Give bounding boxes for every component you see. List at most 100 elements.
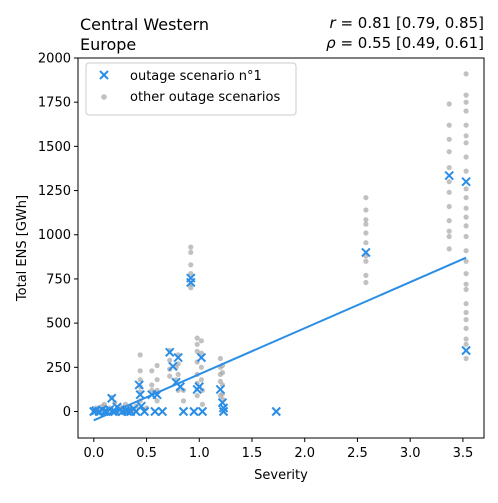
other-scenario-point-107 [463,223,469,229]
outage-scenario-1-point-20 [136,401,146,411]
other-scenario-point-61 [199,401,205,407]
x-tick-label: 0.0 [83,446,104,461]
x-marker-stroke-b [186,273,196,283]
other-scenario-point-43 [188,244,194,250]
outage-scenario-1-point-23 [150,406,160,417]
outage-scenario-1-point-26 [165,347,175,357]
other-scenario-point-59 [198,377,204,383]
other-scenario-point-116 [463,317,469,323]
plot-frame [77,57,485,439]
other-scenario-point-118 [463,336,469,342]
other-scenario-point-91 [446,228,452,234]
spearman-symbol: ρ [326,34,336,52]
x-marker-stroke-b [361,247,371,258]
other-scenario-point-18 [137,368,143,374]
other-scenario-point-106 [463,214,469,220]
other-scenario-point-89 [446,203,452,210]
other-scenario-point-58 [198,364,204,370]
outage-scenario-1-point-18 [134,380,144,390]
pearson-value: = 0.81 [0.79, 0.85] [336,14,484,32]
other-scenario-point-62 [217,355,223,362]
x-marker-stroke-b [218,403,229,413]
other-scenario-point-49 [194,335,200,341]
other-scenario-point-104 [463,195,469,201]
outage-scenario-1-point-36 [194,382,204,392]
other-scenario-point-51 [194,348,200,354]
chart-title: Central Western Europe [80,15,209,54]
x-marker-stroke-b [168,361,178,372]
legend-label-outage-scenario-1: outage scenario n°1 [130,69,262,84]
other-scenario-point-88 [446,189,452,195]
other-scenario-point-39 [175,371,181,377]
other-scenario-point-99 [463,133,469,139]
other-scenario-point-42 [180,398,187,404]
other-scenario-point-19 [137,377,143,383]
y-tick-label: 2000 [38,52,71,67]
y-axis-label: Total ENS [GWh] [15,195,30,302]
spearman-value: = 0.55 [0.49, 0.61] [336,34,484,52]
other-scenario-point-102 [463,168,469,174]
y-tick-label: 1500 [38,140,71,155]
x-marker-stroke-b [134,380,144,390]
outage-scenario-1-point-25 [157,406,168,417]
x-marker-stroke-b [157,406,168,417]
x-tick-label: 1.0 [189,446,210,461]
other-scenario-point-98 [463,122,469,128]
x-marker-stroke-b [189,406,199,417]
x-marker-stroke-b [135,389,145,400]
other-scenario-point-97 [463,108,469,114]
y-tick-label: 500 [46,317,71,332]
outage-scenario-1-point-44 [361,247,371,258]
other-scenario-point-96 [463,99,469,105]
y-tick-label: 750 [46,272,71,287]
other-scenario-point-57 [198,350,204,356]
x-marker-stroke-b [91,405,101,416]
x-marker-stroke-b [461,345,471,356]
other-scenario-point-114 [463,301,469,307]
outage-scenario-1-point-14 [122,406,133,417]
outage-scenario-1-point-41 [218,406,229,417]
other-scenario-point-80 [363,272,369,278]
other-scenario-point-55 [194,393,200,399]
y-tick-label: 250 [46,361,71,376]
other-scenario-point-24 [149,368,155,374]
x-marker-stroke-b [136,401,146,411]
outage-scenario-1-point-31 [178,406,189,417]
other-scenario-point-46 [188,271,194,277]
other-scenario-point-30 [154,398,160,404]
other-scenario-point-84 [446,136,452,142]
outage-scenario-1-point-38 [197,406,208,417]
y-tick-label: 1000 [38,228,71,243]
outage-scenario-1-point-4 [99,406,110,417]
other-scenario-point-72 [363,195,369,201]
x-marker-stroke-b [218,406,229,417]
x-marker-stroke-b [215,384,226,395]
outage-scenario-1-point-43 [271,406,281,417]
other-scenario-point-94 [463,71,469,77]
other-scenario-point-73 [363,207,369,213]
x-tick-label: 1.5 [242,446,263,461]
legend-label-other-outage-scenarios: other outage scenarios [130,90,280,105]
x-tick-label: 2.0 [294,446,315,461]
y-tick-label: 1250 [38,184,71,199]
x-marker-stroke-b [194,382,204,392]
other-scenario-point-81 [363,279,369,286]
axes: 0.0 0.5 1.0 1.5 2.0 2.5 3.0 3.5 0 250 500 750 1000 12… [38,52,485,461]
legend-x-marker-icon [99,70,109,80]
other-scenario-point-110 [463,258,469,264]
other-scenario-point-50 [194,341,200,347]
other-scenario-point-17 [137,352,143,358]
other-scenario-point-87 [446,179,452,185]
other-scenario-point-44 [188,249,194,255]
outage-scenario-1-point-19 [135,389,145,400]
x-axis-label: Severity [254,468,308,483]
other-scenario-point-117 [463,325,469,331]
other-scenario-point-32 [167,357,173,363]
other-scenario-point-119 [463,341,469,347]
other-scenario-point-82 [446,101,452,107]
legend-x-marker-stroke-b [99,70,109,80]
plot-area [89,71,471,422]
outage-scenario-1-point-30 [175,382,185,392]
